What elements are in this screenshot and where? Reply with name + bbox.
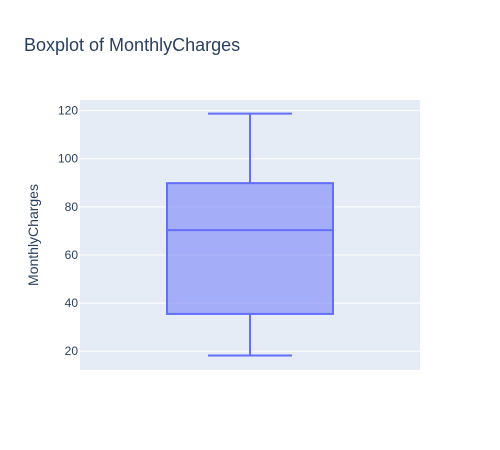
y-axis-ticks: 20 40 60 80 100 120	[58, 104, 78, 359]
y-tick-label: 40	[65, 296, 79, 310]
y-tick-label: 20	[65, 344, 79, 358]
chart-title: Boxplot of MonthlyCharges	[24, 35, 240, 55]
y-tick-label: 120	[58, 104, 78, 118]
iqr-box[interactable]	[166, 182, 334, 315]
box-trace[interactable]	[166, 112, 334, 357]
y-axis-title: MonthlyCharges	[25, 184, 41, 286]
y-tick-label: 100	[58, 152, 78, 166]
y-tick-label: 80	[65, 200, 79, 214]
y-tick-label: 60	[65, 248, 79, 262]
